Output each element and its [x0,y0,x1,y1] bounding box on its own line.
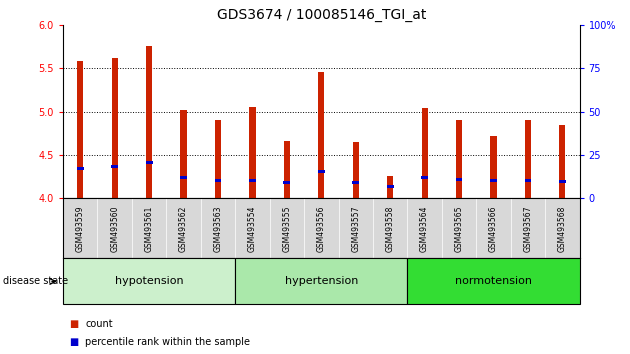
Text: hypotension: hypotension [115,276,183,286]
Bar [352,181,359,184]
Bar [318,72,324,198]
Bar [525,178,531,182]
Text: ■: ■ [69,337,79,347]
Bar [525,120,531,198]
Text: GSM493557: GSM493557 [352,205,360,252]
Text: GSM493559: GSM493559 [76,205,84,252]
Text: count: count [85,319,113,329]
Bar [77,61,83,198]
Bar [215,178,221,182]
Bar [408,258,580,304]
Bar [112,58,118,198]
Bar [559,180,566,183]
Title: GDS3674 / 100085146_TGI_at: GDS3674 / 100085146_TGI_at [217,8,426,22]
Text: GSM493555: GSM493555 [282,205,291,252]
Bar [180,176,187,179]
Text: GSM493563: GSM493563 [214,205,222,252]
Text: GSM493560: GSM493560 [110,205,119,252]
Bar [284,181,290,184]
Bar [284,141,290,198]
Text: hypertension: hypertension [285,276,358,286]
Text: GSM493565: GSM493565 [455,205,464,252]
Bar [387,185,394,188]
Bar [235,258,408,304]
Text: percentile rank within the sample: percentile rank within the sample [85,337,250,347]
Bar [146,161,152,164]
Bar [249,107,256,198]
Text: GSM493567: GSM493567 [524,205,532,252]
Bar [490,136,496,198]
Text: GSM493558: GSM493558 [386,205,394,252]
Bar [63,258,235,304]
Bar [180,110,186,198]
Text: GSM493556: GSM493556 [317,205,326,252]
Bar [77,167,84,170]
Bar [215,120,221,198]
Text: GSM493562: GSM493562 [179,205,188,252]
Bar [490,178,497,182]
Bar [112,165,118,168]
Bar [421,108,428,198]
Text: disease state: disease state [3,276,68,286]
Bar [249,179,256,182]
Bar [387,176,393,198]
Text: ■: ■ [69,319,79,329]
Bar [318,170,324,173]
Bar [146,46,152,198]
Text: GSM493564: GSM493564 [420,205,429,252]
Bar [421,176,428,179]
Text: GSM493566: GSM493566 [489,205,498,252]
Bar [455,178,462,181]
Bar [456,120,462,198]
Text: normotension: normotension [455,276,532,286]
Bar [559,125,566,198]
Text: GSM493561: GSM493561 [145,205,154,252]
Text: GSM493568: GSM493568 [558,205,567,252]
Bar [353,142,359,198]
Text: GSM493554: GSM493554 [248,205,257,252]
